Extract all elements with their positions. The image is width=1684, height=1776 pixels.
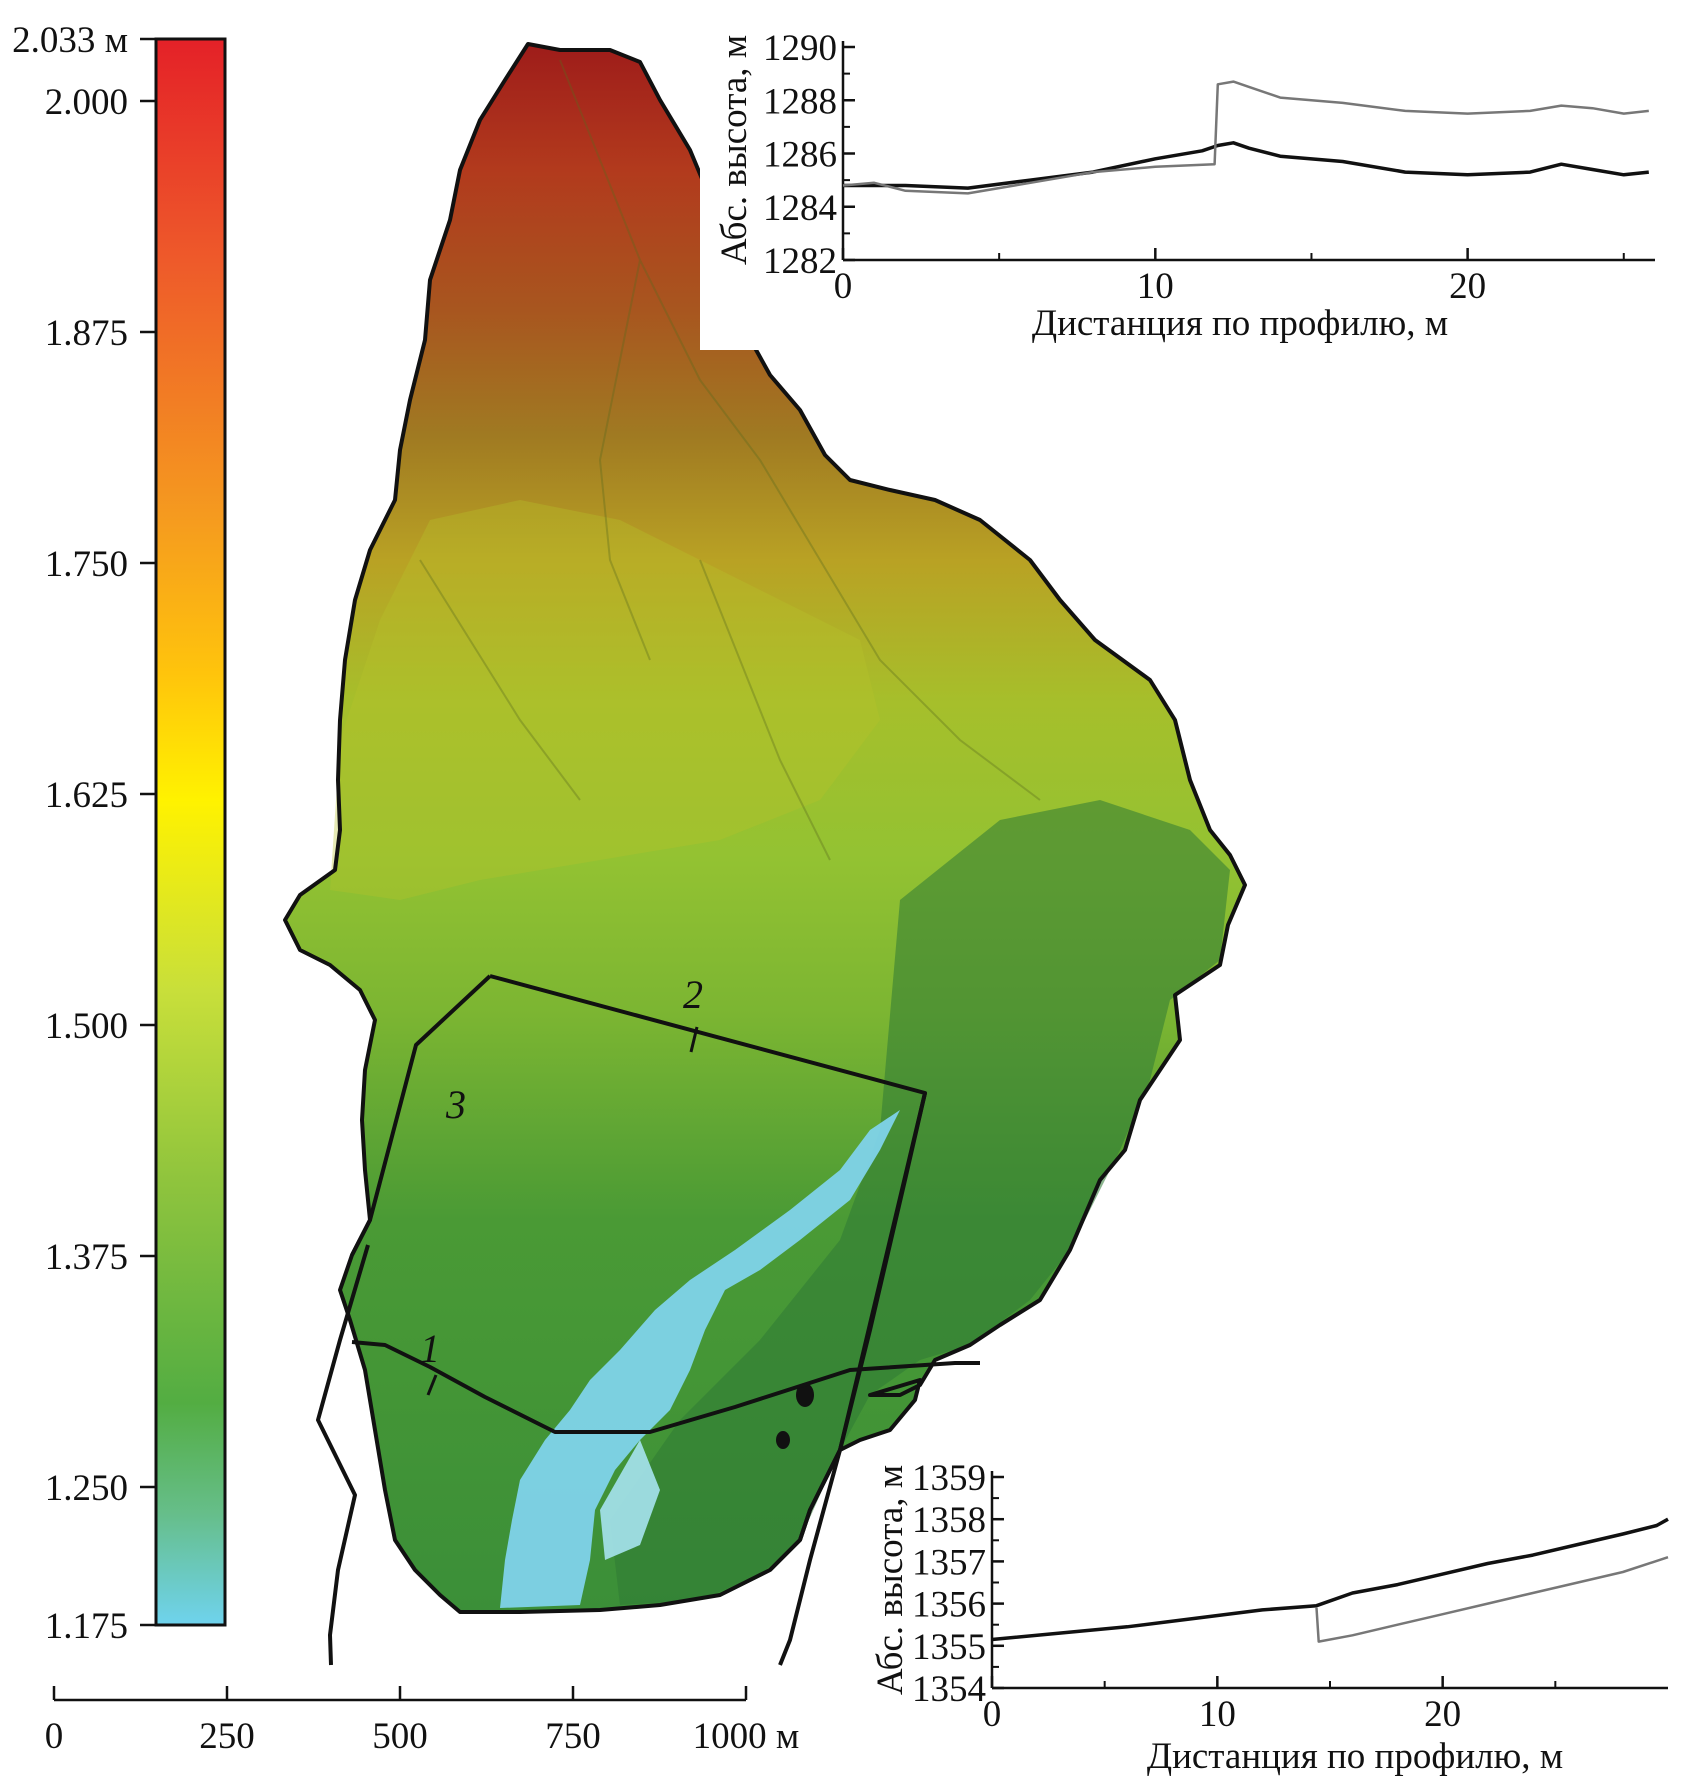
profile-tick-2 xyxy=(689,1026,699,1053)
x-tick-label: 10 xyxy=(1199,1694,1236,1735)
mid-slope-band xyxy=(330,500,880,900)
chart-top-ylabel: Абс. высота, м xyxy=(714,35,755,265)
y-tick-label: 1284 xyxy=(763,188,837,229)
scale-label-750: 750 xyxy=(545,1716,601,1757)
colorbar-label-1250: 1.250 xyxy=(45,1468,128,1509)
x-tick-label: 20 xyxy=(1424,1694,1461,1735)
chart-bottom-xlabel: Дистанция по профилю, м xyxy=(1147,1736,1563,1776)
scale-label-250: 250 xyxy=(199,1716,255,1757)
y-tick-label: 1282 xyxy=(763,241,837,282)
water-channel-shade xyxy=(600,1440,660,1560)
chart-top-axes: 1282 1284 1286 1288 1290 0 10 20 xyxy=(763,28,1655,307)
y-tick-label: 1355 xyxy=(912,1627,986,1668)
x-tick-label: 10 xyxy=(1137,266,1174,307)
colorbar-gradient xyxy=(154,37,227,1627)
y-tick-label: 1356 xyxy=(912,1585,986,1626)
colorbar-ticks xyxy=(140,37,156,1627)
y-tick-label: 1358 xyxy=(912,1500,986,1541)
scale-label-0: 0 xyxy=(45,1716,64,1757)
scale-label-1000: 1000 м xyxy=(693,1716,800,1757)
colorbar-top-label: 2.033 м xyxy=(12,20,128,61)
colorbar-label-1875: 1.875 xyxy=(45,313,128,354)
road-track xyxy=(316,1244,370,1666)
y-tick-label: 1357 xyxy=(912,1542,986,1583)
x-tick-label: 0 xyxy=(983,1694,1002,1735)
y-tick-label: 1286 xyxy=(763,135,837,176)
study-area-right-leg xyxy=(778,1092,927,1666)
y-tick-label: 1288 xyxy=(763,81,837,122)
y-tick-label: 1359 xyxy=(912,1458,986,1499)
colorbar-label-1175: 1.175 xyxy=(45,1606,128,1647)
profile-label-2: 2 xyxy=(683,972,703,1017)
series-line-dark xyxy=(843,141,1649,190)
elevation-map: 1 2 3 xyxy=(283,42,1247,1666)
colorbar-label-1500: 1.500 xyxy=(45,1006,128,1047)
profile-chart-top: 1282 1284 1286 1288 1290 0 10 20 Дистанция по п… xyxy=(700,0,1684,350)
colorbar: 2.033 м 2.000 1.875 1.750 1.625 1.500 1.… xyxy=(12,20,227,1647)
basin-border xyxy=(283,42,1247,1614)
x-tick-label: 0 xyxy=(834,266,853,307)
scale-bar: 0 250 500 750 1000 м xyxy=(45,1686,800,1757)
east-shadow xyxy=(610,800,1230,1605)
study-area-polygon xyxy=(350,974,927,1572)
profile-tick-1 xyxy=(426,1374,438,1396)
colorbar-label-1750: 1.750 xyxy=(45,544,128,585)
profile-line-1 xyxy=(351,1340,980,1434)
y-tick-label: 1354 xyxy=(912,1669,986,1710)
water-channel xyxy=(500,1110,900,1608)
chart-bottom-series xyxy=(991,1517,1669,1643)
y-tick-label: 1290 xyxy=(763,28,837,69)
x-tick-label: 20 xyxy=(1449,266,1486,307)
profile-label-3: 3 xyxy=(445,1082,466,1127)
dark-pit xyxy=(796,1383,814,1407)
colorbar-label-2000: 2.000 xyxy=(45,82,128,123)
ridge-lines xyxy=(419,59,1041,861)
chart-top-series xyxy=(842,80,1649,195)
chart-top-background xyxy=(700,0,1684,350)
chart-bottom-ylabel: Абс. высота, м xyxy=(870,1465,911,1695)
profile-label-1: 1 xyxy=(420,1326,440,1371)
chart-top-xlabel: Дистанция по профилю, м xyxy=(1032,303,1448,344)
dark-pit xyxy=(776,1431,790,1449)
chart-bottom-background xyxy=(858,1455,1684,1776)
colorbar-label-1625: 1.625 xyxy=(45,775,128,816)
series-line-dark xyxy=(991,1517,1669,1642)
series-line-grey xyxy=(1315,1556,1669,1643)
series-line-grey xyxy=(842,80,1649,195)
colorbar-label-1375: 1.375 xyxy=(45,1237,128,1278)
scale-label-500: 500 xyxy=(372,1716,428,1757)
